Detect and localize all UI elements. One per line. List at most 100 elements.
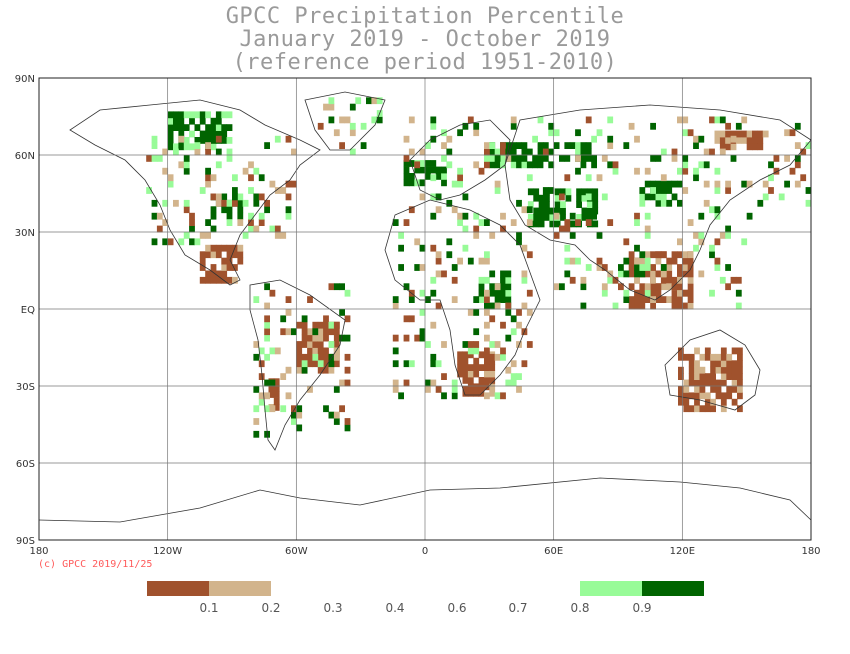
percentile-cell	[698, 212, 705, 220]
percentile-cell	[435, 206, 442, 214]
percentile-cell	[592, 188, 599, 196]
percentile-cell	[215, 135, 222, 143]
percentile-cell	[392, 386, 399, 393]
percentile-cell	[564, 244, 571, 252]
percentile-cell	[644, 180, 651, 188]
percentile-cell	[258, 373, 265, 380]
percentile-cell	[623, 289, 630, 297]
percentile-cell	[596, 257, 603, 265]
percentile-cell	[660, 296, 667, 303]
percentile-cell	[478, 257, 485, 265]
percentile-cell	[296, 347, 303, 355]
percentile-cell	[441, 142, 447, 149]
percentile-cell	[307, 341, 313, 348]
percentile-cell	[576, 188, 582, 196]
percentile-cell	[746, 137, 753, 144]
percentile-cell	[178, 117, 185, 125]
percentile-cell	[226, 276, 233, 284]
percentile-cell	[312, 334, 319, 342]
percentile-cell	[737, 379, 743, 387]
percentile-cell	[575, 155, 581, 162]
percentile-cell	[215, 130, 222, 138]
percentile-cell	[183, 232, 190, 239]
longitude-label: 0	[422, 546, 428, 557]
percentile-cell	[565, 194, 572, 202]
percentile-cell	[312, 341, 319, 348]
percentile-cell	[274, 347, 281, 355]
percentile-cell	[526, 219, 533, 226]
percentile-cell	[694, 398, 700, 406]
percentile-cell	[650, 251, 656, 259]
percentile-cell	[521, 155, 528, 162]
percentile-cell	[687, 270, 694, 278]
percentile-cell	[709, 116, 715, 124]
percentile-cell	[328, 97, 335, 105]
percentile-cell	[714, 187, 721, 194]
percentile-cell	[757, 199, 764, 207]
percentile-cell	[644, 257, 651, 265]
percentile-cell	[725, 232, 731, 239]
map-title: GPCC Precipitation Percentile	[225, 4, 625, 29]
percentile-cell	[714, 137, 721, 144]
percentile-cell	[538, 214, 545, 221]
percentile-cell	[285, 135, 292, 143]
percentile-cell	[221, 257, 228, 265]
legend-label-1: 0.2	[261, 601, 280, 615]
percentile-cell	[323, 360, 329, 368]
percentile-cell	[639, 296, 646, 303]
percentile-cell	[655, 296, 662, 303]
percentile-cell	[441, 179, 447, 187]
percentile-cell	[430, 166, 437, 174]
percentile-cell	[607, 142, 614, 149]
percentile-cell	[403, 360, 410, 368]
percentile-cell	[333, 353, 340, 361]
percentile-cell	[720, 373, 727, 380]
percentile-cell	[516, 232, 522, 239]
percentile-cell	[414, 264, 421, 271]
percentile-cell	[720, 347, 727, 355]
percentile-cell	[484, 161, 490, 169]
percentile-cell	[392, 360, 399, 368]
legend-label-3: 0.4	[385, 601, 404, 615]
percentile-cell	[178, 143, 185, 151]
percentile-cell	[510, 373, 517, 380]
percentile-cell	[532, 135, 538, 143]
percentile-cell	[221, 244, 228, 252]
percentile-cell	[660, 174, 667, 182]
percentile-cell	[355, 97, 362, 105]
percentile-cell	[173, 111, 179, 119]
percentile-cell	[339, 334, 345, 342]
percentile-cell	[210, 264, 217, 271]
percentile-cell	[548, 129, 555, 137]
percentile-cell	[628, 270, 635, 278]
percentile-cell	[317, 360, 324, 368]
percentile-cell	[494, 148, 501, 156]
percentile-cell	[205, 276, 211, 284]
percentile-cell	[768, 161, 774, 169]
percentile-cell	[435, 257, 442, 265]
percentile-cell	[741, 130, 748, 138]
percentile-cell	[333, 321, 340, 329]
percentile-cell	[473, 328, 480, 336]
percentile-cell	[301, 341, 308, 348]
percentile-cell	[489, 142, 496, 149]
percentile-cell	[682, 187, 689, 194]
percentile-cell	[473, 364, 480, 371]
percentile-cell	[183, 143, 190, 151]
percentile-cell	[560, 188, 566, 196]
percentile-cell	[666, 180, 673, 188]
percentile-cell	[655, 193, 662, 201]
percentile-cell	[719, 276, 726, 284]
percentile-cell	[575, 257, 581, 265]
percentile-cell	[500, 225, 506, 233]
percentile-cell	[273, 384, 280, 392]
percentile-cell	[612, 161, 619, 169]
percentile-cell	[484, 155, 490, 162]
percentile-cell	[677, 302, 683, 310]
percentile-cell	[446, 199, 453, 207]
percentile-cell	[683, 386, 690, 393]
percentile-cell	[682, 257, 689, 265]
percentile-cell	[576, 214, 582, 221]
percentile-cell	[258, 398, 265, 406]
percentile-cell	[666, 187, 673, 194]
